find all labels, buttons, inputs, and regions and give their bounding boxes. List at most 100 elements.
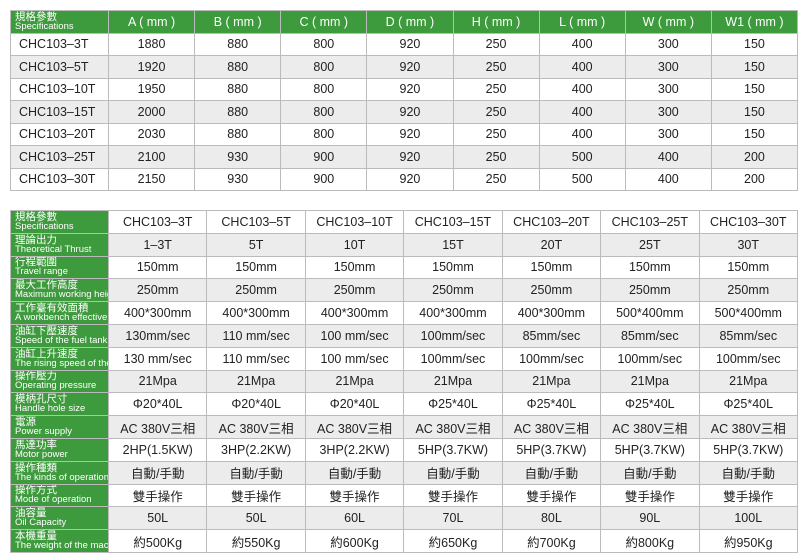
data-row: CHC103–15T 2000 880 800 920 250 400 300 150 xyxy=(10,100,799,124)
cell: 3HP(2.2KW) xyxy=(304,437,405,462)
specs-table: 規格參數 Specifications CHC103–3T CHC103–5T CHC1… xyxy=(10,210,799,553)
cell: 雙手操作 xyxy=(206,483,306,508)
cell: 900 xyxy=(280,145,368,169)
cell: AC 380V三相 xyxy=(403,415,503,439)
cell: 150 xyxy=(710,122,799,146)
model-name: CHC103–15T xyxy=(10,100,109,124)
label-zh: 行程範圍 xyxy=(15,256,57,269)
cell: 21Mpa xyxy=(107,369,208,394)
column-header: CHC103–10T xyxy=(304,210,405,234)
cell: 100mm/sec xyxy=(403,346,503,371)
cell: 25T xyxy=(600,232,700,257)
cell: 250 xyxy=(452,77,540,101)
cell: 2100 xyxy=(107,145,196,169)
cell: 250 xyxy=(452,32,540,56)
column-header: CHC103–20T xyxy=(501,210,602,234)
model-name: CHC103–25T xyxy=(10,145,109,169)
row-label: 規格參數 Specifications xyxy=(10,210,109,234)
cell: 50L xyxy=(107,506,208,531)
label-en: Handle hole size xyxy=(15,403,86,415)
cell: 250 xyxy=(452,122,540,146)
label-zh: 模柄孔尺寸 xyxy=(15,393,68,406)
cell: 雙手操作 xyxy=(501,483,602,508)
row-label: 行程範圍 Travel range xyxy=(10,255,109,280)
label-zh: 油缸上升速度 xyxy=(15,347,78,360)
label-zh: 規格參數 xyxy=(15,210,57,223)
label-en: Power supply xyxy=(15,426,73,438)
data-row: CHC103–30T 2150 930 900 920 250 500 400 200 xyxy=(10,167,799,191)
cell: Φ20*40L xyxy=(206,392,306,417)
cell: 60L xyxy=(304,506,405,531)
cell: 920 xyxy=(366,122,454,146)
data-row: 馬達功率 Motor power 2HP(1.5KW) 3HP(2.2KW) 3HP(2… xyxy=(10,437,799,462)
cell: 250 xyxy=(452,100,540,124)
cell: 400*300mm xyxy=(107,301,208,325)
cell: 800 xyxy=(280,32,368,56)
cell: 930 xyxy=(194,167,282,191)
cell: 5T xyxy=(206,232,306,257)
cell: 920 xyxy=(366,100,454,124)
cell: 3HP(2.2KW) xyxy=(206,437,306,462)
model-name: CHC103–30T xyxy=(10,167,109,191)
cell: Φ25*40L xyxy=(698,392,799,417)
cell: 300 xyxy=(624,122,712,146)
cell: 80L xyxy=(501,506,602,531)
cell: 21Mpa xyxy=(304,369,405,394)
data-row: CHC103–5T 1920 880 800 920 250 400 300 150 xyxy=(10,55,799,79)
label-zh: 操作方式 xyxy=(15,484,57,497)
cell: 自動/手動 xyxy=(600,460,700,485)
cell: Φ25*40L xyxy=(501,392,602,417)
label-en: Motor power xyxy=(15,448,68,460)
cell: 90L xyxy=(600,506,700,531)
label-zh: 本機重量 xyxy=(15,530,57,543)
cell: AC 380V三相 xyxy=(600,415,700,439)
row-label: 理論出力 Theoretical Thrust xyxy=(10,232,109,257)
label-en: The kinds of operations xyxy=(15,471,109,483)
cell: 自動/手動 xyxy=(206,460,306,485)
cell: 5HP(3.7KW) xyxy=(600,437,700,462)
data-row: 操作種類 The kinds of operations 自動/手動 自動/手動 自動/… xyxy=(10,460,799,485)
cell: 100mm/sec xyxy=(698,346,799,371)
cell: 300 xyxy=(624,32,712,56)
cell: 500 xyxy=(538,167,626,191)
cell: 1880 xyxy=(107,32,196,56)
label-zh: 最大工作高度 xyxy=(15,279,78,292)
cell: 5HP(3.7KW) xyxy=(403,437,503,462)
cell: 雙手操作 xyxy=(107,483,208,508)
data-row: 電源 Power supply AC 380V三相 AC 380V三相 AC 380V三… xyxy=(10,415,799,439)
cell: 150 xyxy=(710,100,799,124)
cell: 880 xyxy=(194,100,282,124)
label-zh: 理論出力 xyxy=(15,233,57,246)
cell: 880 xyxy=(194,122,282,146)
column-header: CHC103–25T xyxy=(600,210,700,234)
cell: 2030 xyxy=(107,122,196,146)
label-en: Oil Capacity xyxy=(15,517,67,529)
column-header: D ( mm ) xyxy=(366,10,454,34)
model-name: CHC103–3T xyxy=(10,32,109,56)
cell: 920 xyxy=(366,145,454,169)
cell: 自動/手動 xyxy=(501,460,602,485)
cell: 880 xyxy=(194,32,282,56)
cell: 250 xyxy=(452,55,540,79)
cell: 約800Kg xyxy=(600,529,700,553)
cell: 約500Kg xyxy=(107,529,208,553)
cell: 200 xyxy=(710,167,799,191)
cell: 880 xyxy=(194,55,282,79)
cell: 70L xyxy=(403,506,503,531)
cell: 250mm xyxy=(501,278,602,303)
column-header: W1 ( mm ) xyxy=(710,10,799,34)
cell: 150mm xyxy=(403,255,503,280)
cell: 約650Kg xyxy=(403,529,503,553)
cell: 150mm xyxy=(107,255,208,280)
cell: 自動/手動 xyxy=(107,460,208,485)
cell: 100 mm/sec xyxy=(304,323,405,348)
cell: 200 xyxy=(710,145,799,169)
cell: 雙手操作 xyxy=(304,483,405,508)
row-label: 操作壓力 Operating pressure xyxy=(10,369,109,394)
cell: 自動/手動 xyxy=(403,460,503,485)
